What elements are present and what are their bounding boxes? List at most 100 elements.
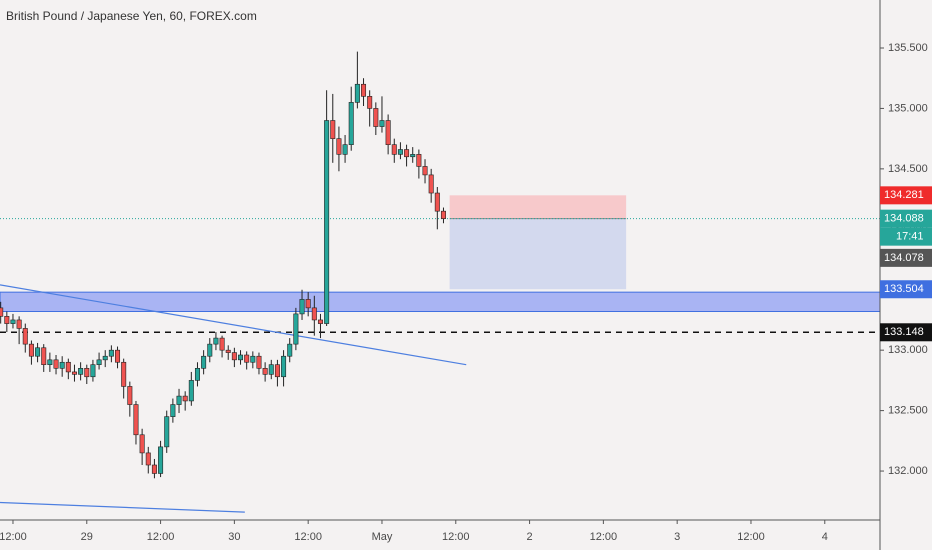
candle-body	[238, 354, 244, 361]
candle-body	[416, 154, 422, 167]
candle-body	[78, 368, 84, 375]
candle-body	[4, 316, 10, 324]
candle-body	[268, 364, 274, 375]
candle-body	[194, 368, 200, 381]
candle-body	[391, 144, 397, 155]
candle-body	[354, 83, 360, 103]
x-tick-label: 12:00	[0, 531, 27, 543]
candle-body	[311, 307, 317, 321]
candle-body	[367, 96, 373, 109]
candle-body	[139, 434, 145, 454]
price-label: 133.504	[884, 283, 924, 295]
chart-title: British Pound / Japanese Yen, 60, FOREX.…	[6, 9, 257, 23]
trend-line	[0, 501, 245, 513]
candle-body	[145, 452, 151, 466]
candle-body	[59, 361, 65, 369]
candle-body	[287, 343, 293, 357]
countdown-box	[880, 227, 932, 246]
candle-body	[373, 108, 379, 127]
candle-body	[262, 368, 268, 375]
candle-body	[96, 359, 102, 365]
candle-body	[434, 192, 440, 212]
price-label-box	[880, 209, 932, 228]
stop-zone	[449, 195, 627, 219]
candle-body	[250, 355, 256, 363]
y-tick-label: 133.000	[888, 344, 928, 356]
candle-body	[176, 395, 182, 405]
candle-body	[22, 328, 28, 345]
candle-body	[188, 380, 194, 402]
countdown: 17:41	[896, 231, 924, 243]
candle-body	[324, 120, 330, 324]
x-tick-label: 12:00	[294, 531, 322, 543]
x-tick-label: 12:00	[147, 531, 175, 543]
x-tick-label: 3	[674, 531, 680, 543]
y-tick-label: 132.000	[888, 465, 928, 477]
candle-body	[71, 371, 77, 375]
x-tick-label: 4	[822, 531, 828, 543]
candle-body	[213, 337, 219, 345]
candle-body	[397, 149, 403, 155]
candle-body	[385, 120, 391, 145]
y-tick-label: 132.500	[888, 405, 928, 417]
x-tick-label: 12:00	[737, 531, 765, 543]
candle-body	[348, 102, 354, 145]
candle-body	[207, 343, 213, 357]
x-tick-label: 12:00	[442, 531, 470, 543]
candle-body	[47, 359, 53, 365]
candle-body	[108, 349, 114, 357]
candle-body	[170, 404, 176, 417]
candle-body	[379, 120, 385, 127]
x-tick-label: 2	[527, 531, 533, 543]
candle-body	[225, 349, 231, 353]
x-tick-label: 12:00	[590, 531, 618, 543]
price-label-box	[880, 248, 932, 267]
candle-body	[158, 446, 164, 474]
x-tick-label: May	[372, 531, 393, 543]
candle-body	[361, 83, 367, 97]
candle-body	[299, 299, 305, 315]
price-label-box	[880, 280, 932, 299]
price-label: 134.281	[884, 189, 924, 201]
candle-body	[231, 352, 237, 361]
candle-body	[293, 313, 299, 345]
candle-body	[281, 355, 287, 378]
price-label: 133.148	[884, 326, 924, 338]
y-tick-label: 135.000	[888, 102, 928, 114]
price-label-box	[880, 186, 932, 205]
candle-body	[164, 416, 170, 448]
candle-body	[121, 361, 127, 387]
plot	[0, 51, 881, 513]
candle-body	[151, 464, 157, 474]
candle-body	[65, 361, 71, 373]
y-tick-label: 134.500	[888, 163, 928, 175]
candle-body	[274, 364, 280, 378]
candle-body	[440, 210, 446, 219]
candle-body	[53, 359, 59, 369]
zone	[0, 291, 881, 312]
trend-line	[0, 284, 467, 366]
candle-body	[404, 149, 410, 158]
candle-body	[219, 337, 225, 351]
candle-body	[256, 355, 262, 369]
candle-body	[90, 364, 96, 378]
candle-body	[133, 404, 139, 436]
price-label-box	[880, 323, 932, 342]
price-label: 134.088	[884, 213, 924, 225]
y-tick-label: 135.500	[888, 42, 928, 54]
candle-body	[317, 319, 323, 324]
candle-body	[0, 307, 4, 317]
candle-body	[35, 347, 41, 357]
candle-body	[342, 144, 348, 155]
candle-body	[16, 319, 22, 329]
candle-body	[84, 368, 90, 378]
candle-body	[201, 355, 207, 369]
target-zone	[449, 218, 627, 290]
candle-body	[422, 166, 428, 176]
price-label: 134.078	[884, 252, 924, 264]
candle-body	[244, 354, 250, 363]
x-tick-label: 29	[81, 531, 93, 543]
candle-body	[10, 319, 16, 324]
candle-body	[28, 343, 34, 357]
